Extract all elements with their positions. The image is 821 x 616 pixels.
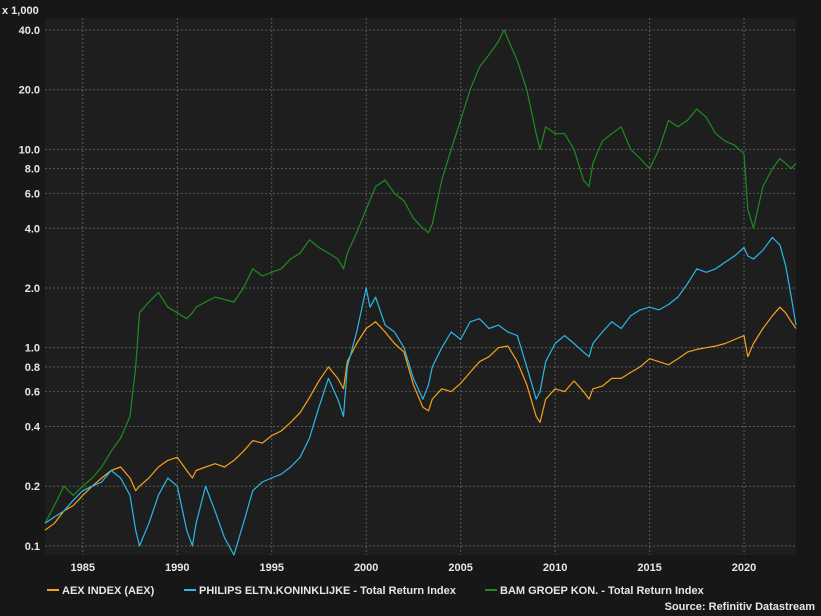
y-axis: 0.1 0.2 0.4 0.6 0.8 1.0 2.0 4.0 6.0 8.0 10.0 20.0 40… bbox=[19, 25, 41, 553]
y-tick-label: 0.4 bbox=[25, 422, 41, 434]
x-tick-label: 2000 bbox=[354, 562, 378, 574]
y-tick-label: 0.1 bbox=[25, 541, 40, 553]
series-layer bbox=[44, 29, 797, 556]
y-tick-label: 10.0 bbox=[19, 144, 40, 156]
legend: AEX INDEX (AEX) PHILIPS ELTN.KONINKLIJKE … bbox=[47, 585, 705, 597]
gridlines bbox=[45, 18, 796, 555]
y-tick-label: 0.8 bbox=[25, 362, 40, 374]
legend-label: BAM GROEP KON. - Total Return Index bbox=[500, 585, 705, 597]
x-tick-label: 2010 bbox=[543, 562, 567, 574]
x-axis: 1985 1990 1995 2000 2005 2010 2015 2020 bbox=[71, 562, 757, 574]
plot-area bbox=[45, 18, 796, 555]
y-tick-label: 6.0 bbox=[25, 188, 40, 200]
x-tick-label: 1985 bbox=[71, 562, 95, 574]
series-line-0 bbox=[44, 306, 797, 531]
unit-label: x 1,000 bbox=[2, 5, 39, 17]
y-tick-label: 4.0 bbox=[25, 223, 40, 235]
y-tick-label: 40.0 bbox=[19, 25, 40, 37]
x-tick-label: 2015 bbox=[637, 562, 661, 574]
y-tick-label: 2.0 bbox=[25, 283, 40, 295]
y-tick-label: 0.6 bbox=[25, 387, 40, 399]
series-line-1 bbox=[44, 236, 797, 556]
y-tick-label: 0.2 bbox=[25, 481, 40, 493]
series-line-2 bbox=[44, 29, 797, 524]
x-tick-label: 1995 bbox=[259, 562, 283, 574]
y-tick-label: 8.0 bbox=[25, 164, 40, 176]
x-tick-label: 2020 bbox=[732, 562, 756, 574]
source-label: Source: Refinitiv Datastream bbox=[665, 601, 816, 613]
legend-label: PHILIPS ELTN.KONINKLIJKE - Total Return … bbox=[199, 585, 457, 597]
y-tick-label: 1.0 bbox=[25, 343, 40, 355]
x-tick-label: 1990 bbox=[165, 562, 189, 574]
x-tick-label: 2005 bbox=[448, 562, 472, 574]
y-tick-label: 20.0 bbox=[19, 85, 40, 97]
legend-label: AEX INDEX (AEX) bbox=[62, 585, 155, 597]
